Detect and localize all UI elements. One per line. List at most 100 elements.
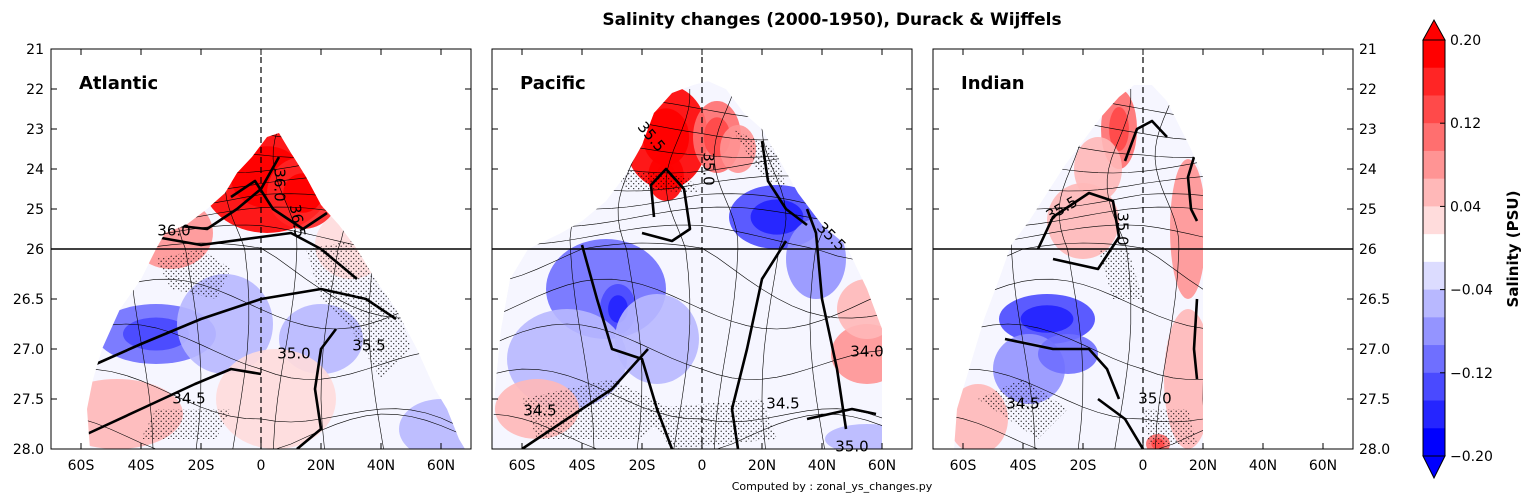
y-tick-label-right: 26.5 [1359, 292, 1390, 308]
y-tick-label-left: 24 [26, 162, 44, 178]
colorbar-label: Salinity (PSU) [1504, 191, 1522, 308]
contour-label: 34.5 [766, 395, 799, 413]
x-tick-label: 20N [748, 458, 776, 474]
thin-contour [492, 413, 882, 449]
contour-label: 35.0 [835, 438, 868, 456]
colorbar-segment [1423, 234, 1445, 263]
colorbar-segment [1423, 289, 1445, 318]
colorbar-segment [1423, 178, 1445, 207]
y-tick-label-left: 26.5 [13, 292, 44, 308]
y-tick-label-left: 28.0 [13, 442, 44, 458]
anomaly-region [1074, 137, 1122, 201]
thick-contour [1036, 191, 1121, 271]
anomaly-region [216, 349, 336, 449]
x-tick-label: 0 [257, 458, 266, 474]
thick-contour [641, 167, 692, 243]
colorbar-extend-max [1422, 18, 1446, 41]
thin-contour-vertical [1106, 89, 1132, 449]
thin-contour-vertical [665, 89, 691, 449]
colorbar-extend-min [1422, 455, 1446, 480]
y-tick-label-right: 23 [1359, 122, 1377, 138]
y-tick-label-right: 24 [1359, 162, 1377, 178]
thick-contour [1192, 298, 1199, 380]
anomaly-core [1109, 107, 1129, 151]
thin-contour-vertical [224, 133, 250, 449]
contour-label: 35.0 [1114, 212, 1132, 245]
y-tick-label-right: 25 [1359, 202, 1377, 218]
anomaly-core [750, 199, 804, 235]
anomaly-region [831, 324, 882, 384]
y-tick-label-right: 27.0 [1359, 342, 1390, 358]
contour-label: 34.5 [172, 390, 205, 408]
thin-contour-vertical [272, 133, 298, 449]
thick-contour [1186, 156, 1199, 222]
panel-atlantic: 36.0 36.0 36.5 35.0 35.5 34.5 Atlantic 60S 40S 20… [50, 48, 472, 474]
x-tick-label: 60N [868, 458, 896, 474]
thin-contour [492, 224, 882, 261]
colorbar-segment [1423, 123, 1445, 152]
x-tick-label: 40S [128, 458, 155, 474]
x-tick-label: 60S [509, 458, 536, 474]
anomaly-region [837, 279, 882, 339]
contour-label: 36.0 [157, 222, 190, 240]
thick-contour [1097, 397, 1145, 449]
y-tick-label-left: 27.0 [13, 342, 44, 358]
x-tick-label: 40S [569, 458, 596, 474]
thick-contour [580, 244, 674, 449]
anomaly-core [642, 108, 690, 166]
y-tick-label-left: 22 [26, 82, 44, 98]
significance-stipple [141, 409, 231, 439]
x-tick-label: 0 [1139, 458, 1148, 474]
figure-title: Salinity changes (2000-1950), Durack & W… [602, 10, 1061, 30]
thick-contour [521, 348, 649, 449]
significance-stipple [732, 129, 786, 189]
x-tick-label: 0 [698, 458, 707, 474]
colorbar-segment [1423, 345, 1445, 374]
y-tick-label-left: 21 [26, 42, 44, 58]
colorbar-segment [1423, 150, 1445, 180]
panel-field [954, 85, 1203, 449]
colorbar-segment [1423, 67, 1445, 96]
thin-contour-vertical [713, 88, 739, 449]
thin-contour [87, 413, 465, 449]
thick-contour [155, 231, 358, 280]
x-tick-label: 20S [188, 458, 215, 474]
panel-title: Atlantic [79, 73, 158, 94]
contour-label: 34.5 [1006, 395, 1039, 413]
thick-contour [1004, 337, 1121, 400]
colorbar-segment [1423, 317, 1445, 346]
x-tick-label: 20S [1070, 458, 1097, 474]
contour-label: 34.5 [523, 402, 556, 420]
significance-stipple [156, 249, 231, 299]
x-tick-label: 20N [307, 458, 335, 474]
colorbar-segment [1423, 40, 1445, 69]
x-tick-label: 20N [1189, 458, 1217, 474]
colorbar-tick-label: 0.12 [1450, 116, 1481, 132]
colorbar-segment [1423, 428, 1445, 457]
colorbar: 0.20 0.12 0.04 −0.04 −0.12 −0.20 [1422, 18, 1493, 480]
thick-contour [1123, 119, 1168, 162]
significance-stipple [306, 241, 411, 379]
contour-label: 34.0 [850, 343, 883, 361]
x-tick-label: 60S [950, 458, 977, 474]
thick-contour [87, 367, 262, 436]
x-tick-label: 60S [68, 458, 95, 474]
contour-label: 35.0 [1138, 390, 1171, 408]
colorbar-segment [1423, 206, 1445, 235]
x-tick-label: 60N [427, 458, 455, 474]
x-tick-label: 20S [629, 458, 656, 474]
colorbar-tick-label: −0.04 [1450, 283, 1493, 299]
y-tick-label-right: 22 [1359, 82, 1377, 98]
y-tick-label-left: 27.5 [13, 392, 44, 408]
colorbar-tick-label: 0.04 [1450, 199, 1481, 215]
x-tick-label: 40N [367, 458, 395, 474]
ocean-base [87, 133, 465, 449]
anomaly-region [786, 219, 846, 299]
anomaly-region [825, 424, 882, 449]
contour-label: 35.0 [277, 345, 310, 363]
footnote: Computed by : zonal_ys_changes.py [732, 480, 933, 493]
contour-label: 35.5 [352, 337, 385, 355]
colorbar-segment [1423, 400, 1445, 429]
contour-label: 36.0 [271, 168, 289, 201]
